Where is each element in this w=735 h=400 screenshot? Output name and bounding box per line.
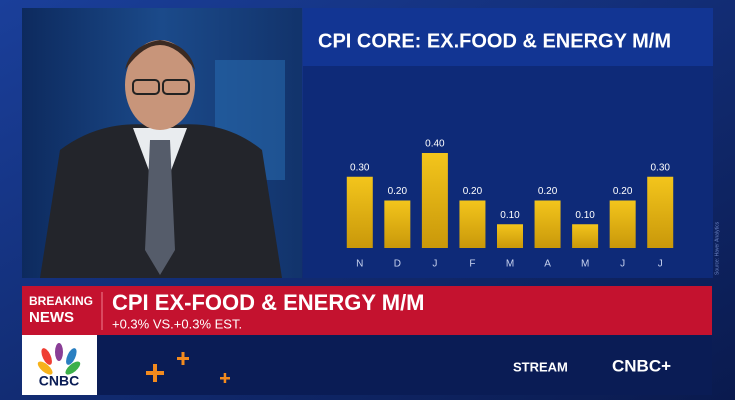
breaking-banner <box>22 286 712 335</box>
value-label: 0.10 <box>575 210 595 221</box>
x-tick-label: J <box>620 259 625 270</box>
footer-band <box>22 335 712 395</box>
value-label: 0.30 <box>350 162 370 173</box>
breaking-label: NEWS <box>29 309 74 326</box>
bar <box>421 153 448 248</box>
bar <box>497 224 523 248</box>
x-tick-label: M <box>506 259 514 270</box>
x-tick-label: A <box>544 259 551 270</box>
decorations <box>146 352 230 383</box>
value-label: 0.20 <box>463 186 483 197</box>
headline: CPI EX-FOOD & ENERGY M/M <box>112 290 425 315</box>
logo-text: CNBC <box>39 373 79 389</box>
x-tick-label: F <box>469 259 475 270</box>
stream-label: STREAM <box>513 359 568 374</box>
bar <box>384 200 411 248</box>
x-tick-label: J <box>658 259 663 270</box>
subline: +0.3% VS.+0.3% EST. <box>112 316 242 331</box>
bar <box>647 176 674 248</box>
bar <box>572 224 599 248</box>
x-tick-label: D <box>394 259 401 270</box>
anchor-video <box>22 8 302 279</box>
value-label: 0.30 <box>650 162 670 173</box>
chart-title: CPI CORE: EX.FOOD & ENERGY M/M <box>318 30 671 52</box>
x-tick-label: J <box>432 259 437 270</box>
bar <box>609 200 636 248</box>
peacock-logo <box>37 343 81 375</box>
bar <box>534 200 561 248</box>
x-tick-label: M <box>581 259 589 270</box>
value-label: 0.20 <box>538 186 558 197</box>
value-label: 0.20 <box>613 186 633 197</box>
x-tick-label: N <box>356 259 363 270</box>
bar <box>346 176 373 248</box>
breaking-label: BREAKING <box>29 294 93 308</box>
value-label: 0.40 <box>425 139 445 150</box>
value-label: 0.10 <box>500 210 520 221</box>
value-label: 0.20 <box>388 186 408 197</box>
source-note: Source: Haver Analytics <box>714 221 720 275</box>
brand-label: CNBC+ <box>612 356 671 375</box>
bar <box>459 200 486 248</box>
